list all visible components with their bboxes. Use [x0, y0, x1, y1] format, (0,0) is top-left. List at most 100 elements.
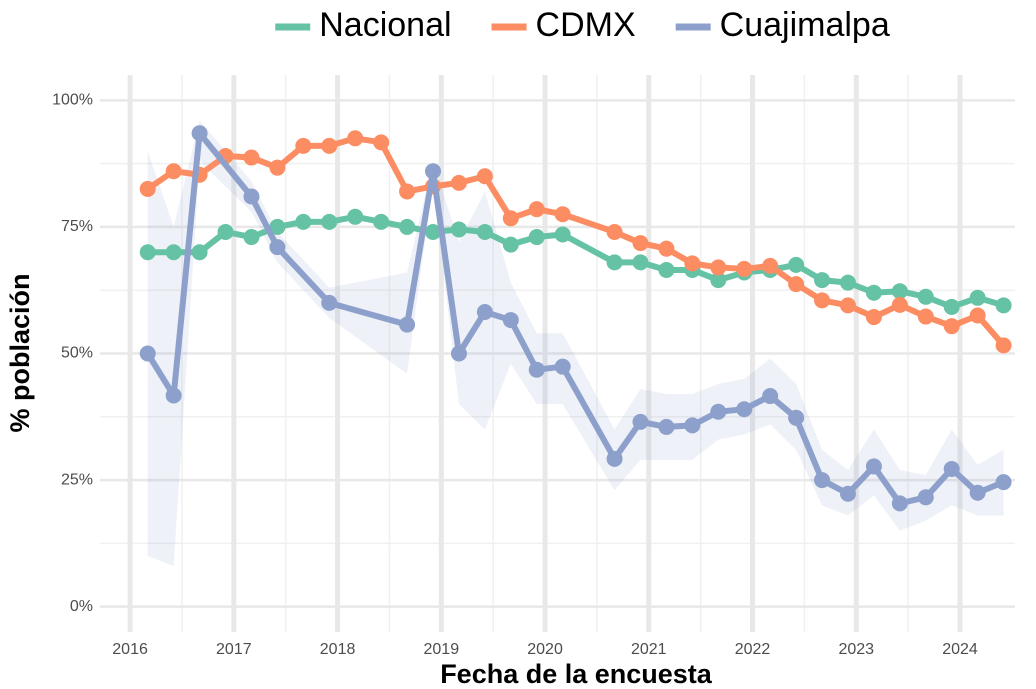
data-point [814, 272, 831, 289]
x-tick-label: 2019 [424, 641, 460, 658]
data-point [736, 401, 753, 418]
data-point [528, 229, 545, 246]
data-point [917, 489, 934, 506]
data-point [865, 284, 882, 301]
legend-label: Cuajimalpa [720, 6, 890, 44]
data-point [373, 134, 390, 151]
data-point [269, 159, 286, 176]
data-point [943, 460, 960, 477]
data-point [217, 223, 234, 240]
data-point [139, 180, 156, 197]
data-point [658, 418, 675, 435]
y-tick-label: 50% [61, 345, 93, 362]
data-point [632, 235, 649, 252]
data-point [736, 260, 753, 277]
data-point [710, 403, 727, 420]
data-point [347, 208, 364, 225]
data-point [269, 218, 286, 235]
data-point [528, 201, 545, 218]
data-point [891, 495, 908, 512]
data-point [399, 316, 416, 333]
data-point [684, 255, 701, 272]
data-point [450, 174, 467, 191]
data-point [995, 474, 1012, 491]
data-point [710, 259, 727, 276]
data-point [425, 163, 442, 180]
data-point [658, 240, 675, 257]
data-point [554, 226, 571, 243]
data-point [165, 387, 182, 404]
y-axis-title: % población [5, 273, 35, 432]
data-point [321, 213, 338, 230]
y-tick-label: 25% [61, 471, 93, 488]
data-point [295, 213, 312, 230]
data-point [450, 345, 467, 362]
data-point [632, 254, 649, 271]
y-tick-label: 75% [61, 218, 93, 235]
data-point [995, 337, 1012, 354]
x-tick-label: 2017 [216, 641, 252, 658]
data-point [943, 318, 960, 335]
data-point [917, 308, 934, 325]
data-point [243, 188, 260, 205]
data-point [139, 244, 156, 261]
legend-label: Nacional [319, 6, 451, 44]
data-point [788, 256, 805, 273]
data-point [632, 413, 649, 430]
data-point [425, 223, 442, 240]
data-point [554, 358, 571, 375]
confidence-band [147, 120, 1004, 567]
data-point [606, 223, 623, 240]
data-point [865, 458, 882, 475]
data-point [788, 276, 805, 293]
data-point [191, 244, 208, 261]
y-tick-label: 100% [52, 92, 93, 109]
data-point [995, 297, 1012, 314]
data-point [606, 450, 623, 467]
data-point [710, 272, 727, 289]
data-point [139, 345, 156, 362]
data-point [969, 289, 986, 306]
data-point [658, 261, 675, 278]
x-tick-label: 2023 [838, 641, 874, 658]
data-point [321, 137, 338, 154]
data-point [191, 125, 208, 142]
data-point [684, 417, 701, 434]
data-point [165, 244, 182, 261]
data-point [839, 485, 856, 502]
data-point [243, 229, 260, 246]
x-axis-title: Fecha de la encuesta [440, 659, 713, 689]
data-point [373, 213, 390, 230]
data-point [528, 361, 545, 378]
data-point [450, 221, 467, 238]
x-tick-label: 2022 [735, 641, 771, 658]
data-point [347, 130, 364, 147]
data-point [917, 288, 934, 305]
data-point [502, 312, 519, 329]
data-point [321, 294, 338, 311]
data-point [762, 257, 779, 274]
data-point [788, 409, 805, 426]
data-point [269, 239, 286, 256]
data-point [762, 388, 779, 405]
data-point [969, 484, 986, 501]
data-point [165, 163, 182, 180]
data-point [502, 236, 519, 253]
data-point [476, 303, 493, 320]
data-point [839, 274, 856, 291]
data-point [865, 309, 882, 326]
data-point [295, 137, 312, 154]
data-point [476, 168, 493, 185]
legend-label: CDMX [536, 6, 636, 44]
data-point [891, 283, 908, 300]
y-tick-label: 0% [70, 598, 93, 615]
data-point [943, 298, 960, 315]
x-tick-label: 2018 [320, 641, 356, 658]
data-point [476, 223, 493, 240]
data-point [814, 292, 831, 309]
data-point [891, 296, 908, 313]
data-point [399, 218, 416, 235]
data-point [969, 307, 986, 324]
x-tick-label: 2024 [942, 641, 978, 658]
